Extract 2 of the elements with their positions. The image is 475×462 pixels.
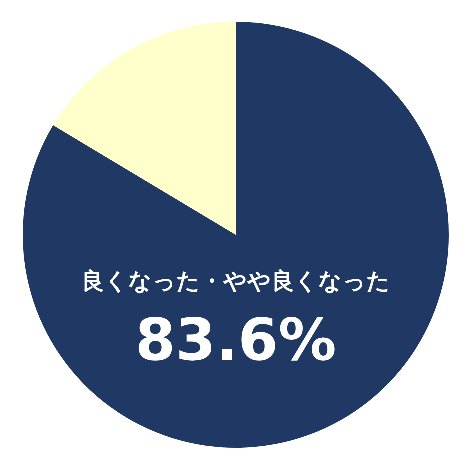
slice-label: 良くなった・やや良くなった <box>82 268 390 295</box>
data-label: 83.6% <box>135 306 337 374</box>
